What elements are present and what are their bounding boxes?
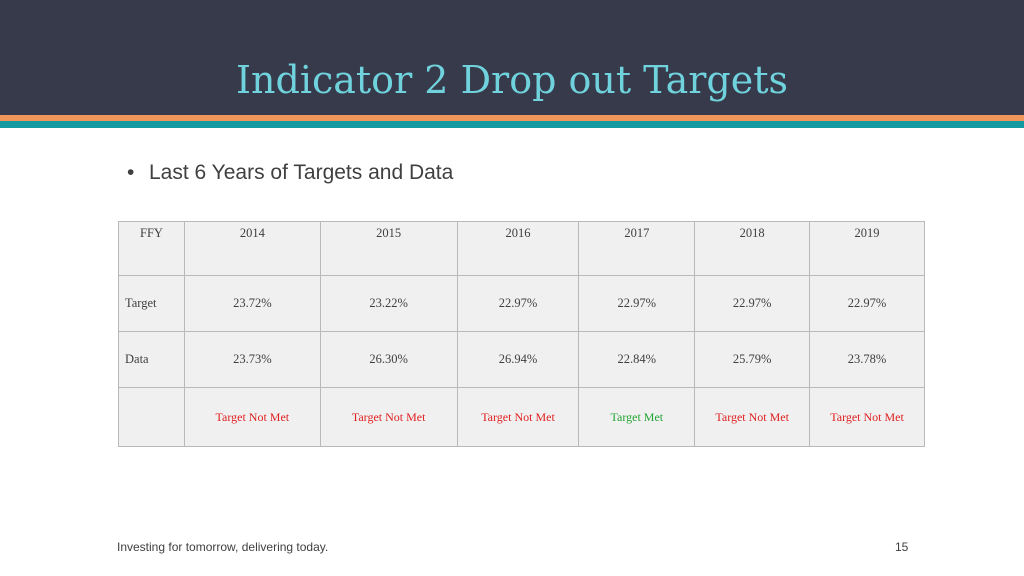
status-cell: Target Not Met — [183, 387, 321, 447]
data-value-cell: 22.84% — [578, 331, 696, 388]
data-value-cell: 23.78% — [809, 331, 925, 388]
accent-stripe-teal — [0, 121, 1024, 128]
row-label-target: Target — [118, 275, 185, 332]
target-value-cell: 23.22% — [319, 275, 458, 332]
status-cell: Target Not Met — [694, 387, 811, 447]
header-cell-year: 2016 — [456, 221, 580, 276]
header-cell-year: 2017 — [578, 221, 696, 276]
page-number: 15 — [895, 540, 909, 554]
status-cell: Target Met — [578, 387, 696, 447]
accent-stripe-orange — [0, 115, 1024, 121]
table-row-data: Data 23.73% 26.30% 26.94% 22.84% 25.79% … — [118, 331, 925, 388]
data-value-cell: 26.94% — [456, 331, 580, 388]
target-value-cell: 22.97% — [578, 275, 696, 332]
header-cell-year: 2015 — [319, 221, 458, 276]
table-header-row: FFY 2014 2015 2016 2017 2018 2019 — [118, 221, 925, 276]
header-cell-ffy: FFY — [118, 221, 185, 276]
header-cell-year: 2014 — [183, 221, 321, 276]
status-cell: Target Not Met — [456, 387, 580, 447]
bullet-text: Last 6 Years of Targets and Data — [149, 161, 454, 184]
row-label-data: Data — [118, 331, 185, 388]
target-value-cell: 23.72% — [183, 275, 321, 332]
bullet-dot-icon: • — [127, 161, 135, 184]
table-row-target: Target 23.72% 23.22% 22.97% 22.97% 22.97… — [118, 275, 925, 332]
target-value-cell: 22.97% — [694, 275, 811, 332]
footer-tagline: Investing for tomorrow, delivering today… — [117, 540, 329, 554]
data-value-cell: 26.30% — [319, 331, 458, 388]
bullet-item: • Last 6 Years of Targets and Data — [127, 160, 453, 186]
slide-title: Indicator 2 Drop out Targets — [236, 58, 788, 102]
row-label-empty — [118, 387, 185, 447]
header-cell-year: 2018 — [694, 221, 811, 276]
status-cell: Target Not Met — [319, 387, 458, 447]
status-cell: Target Not Met — [809, 387, 925, 447]
header-cell-year: 2019 — [809, 221, 925, 276]
slide-header-band — [0, 0, 1024, 115]
table-row-status: Target Not Met Target Not Met Target Not… — [118, 387, 925, 447]
target-value-cell: 22.97% — [809, 275, 925, 332]
data-value-cell: 23.73% — [183, 331, 321, 388]
targets-table: FFY 2014 2015 2016 2017 2018 2019 Target… — [118, 221, 925, 447]
target-value-cell: 22.97% — [456, 275, 580, 332]
data-value-cell: 25.79% — [694, 331, 811, 388]
